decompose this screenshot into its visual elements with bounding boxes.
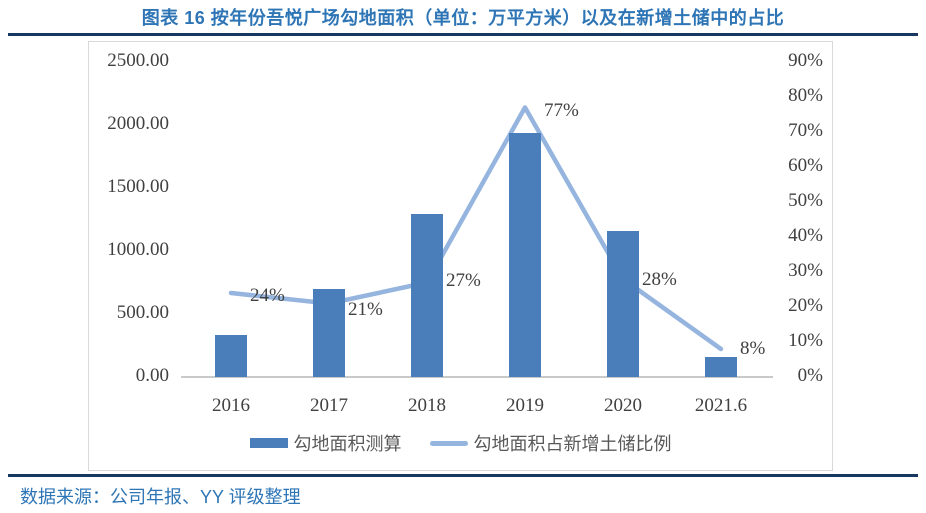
y-left-tick-label: 500.00 xyxy=(116,302,169,323)
line-point-label-2021.6: 8% xyxy=(740,338,766,359)
bar-2021.6 xyxy=(705,357,737,377)
bar-2017 xyxy=(313,288,345,377)
y-left-tick-label: 1500.00 xyxy=(107,176,169,197)
trend-line xyxy=(228,105,724,352)
x-axis-label-2020: 2020 xyxy=(604,395,642,416)
x-axis-label-2021.6: 2021.6 xyxy=(694,395,748,416)
y-right-tick-label: 20% xyxy=(788,295,823,316)
x-axis-label-2019: 2019 xyxy=(506,395,544,416)
line-point-label-2020: 28% xyxy=(642,269,677,290)
y-right-tick-label: 40% xyxy=(788,225,823,246)
bar-2018 xyxy=(411,214,443,377)
line-point-label-2019: 77% xyxy=(544,99,579,121)
y-left-tick-label: 2500.00 xyxy=(107,50,169,71)
y-right-tick-label: 80% xyxy=(788,85,823,106)
data-source-note: 数据来源：公司年报、YY 评级整理 xyxy=(20,487,301,507)
bar-2016 xyxy=(215,335,247,377)
bar-2020 xyxy=(607,230,639,377)
chart-panel: 24% 21% 27% 77% 28% 8% 勾地面积测算 勾地面积占新增土储比例 0.0… xyxy=(88,41,833,471)
line-point-label-2016: 24% xyxy=(250,285,285,306)
y-right-tick-label: 30% xyxy=(788,260,823,281)
plot-area: 24% 21% 27% 77% 28% 8% xyxy=(182,62,770,377)
legend-item-line: 勾地面积占新增土储比例 xyxy=(429,430,672,456)
y-right-tick-label: 0% xyxy=(797,365,823,386)
y-right-tick-label: 70% xyxy=(788,120,823,141)
y-right-tick-label: 50% xyxy=(788,190,823,211)
line-series-swatch xyxy=(429,440,468,446)
y-right-tick-label: 10% xyxy=(788,330,823,351)
legend-item-bar: 勾地面积测算 xyxy=(249,430,402,456)
x-axis-label-2017: 2017 xyxy=(310,395,348,416)
bar-series-swatch xyxy=(249,438,288,448)
x-axis-line xyxy=(181,376,773,378)
bar-2019 xyxy=(509,133,541,377)
x-axis-label-2016: 2016 xyxy=(212,395,250,416)
legend-label-line: 勾地面积占新增土储比例 xyxy=(473,434,672,454)
top-divider xyxy=(8,33,918,36)
line-point-label-2018: 27% xyxy=(446,269,481,291)
x-axis-label-2018: 2018 xyxy=(408,395,446,416)
y-left-tick-label: 0.00 xyxy=(135,365,169,386)
chart-legend: 勾地面积测算 勾地面积占新增土储比例 xyxy=(89,430,832,456)
legend-label-bar: 勾地面积测算 xyxy=(293,434,402,454)
y-left-tick-label: 2000.00 xyxy=(107,113,169,134)
y-left-tick-label: 1000.00 xyxy=(107,239,169,260)
figure-title: 图表 16 按年份吾悦广场勾地面积（单位：万平方米）以及在新增土储中的占比 xyxy=(141,8,785,28)
y-right-tick-label: 60% xyxy=(788,155,823,176)
line-point-label-2017: 21% xyxy=(348,298,383,320)
bottom-divider xyxy=(8,474,918,477)
y-right-tick-label: 90% xyxy=(788,50,823,71)
